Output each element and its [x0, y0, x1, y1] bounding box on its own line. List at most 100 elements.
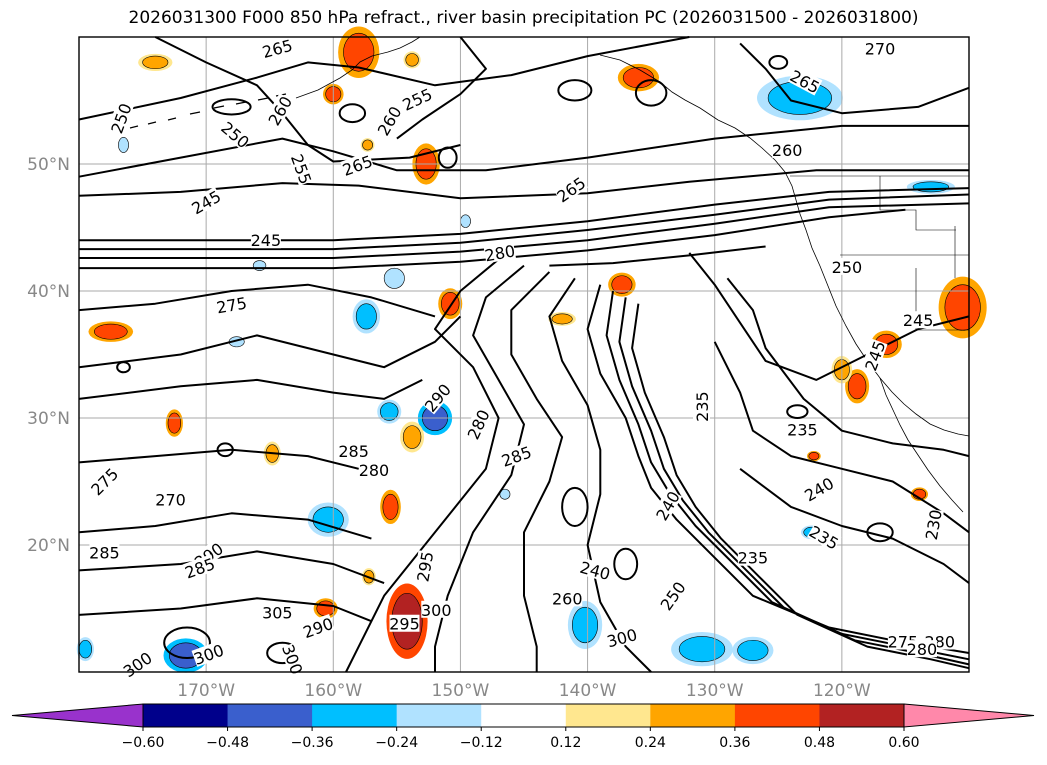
contour-label-32: 285: [89, 544, 120, 563]
colorbar-label-7: 0.36: [719, 735, 750, 751]
contour-label-bg-25: [358, 461, 389, 479]
contour-line-28: [396, 36, 487, 140]
precip-region-9: [944, 284, 981, 331]
precip-region-24: [167, 412, 182, 434]
colorbar-swatch-3: [396, 704, 482, 727]
contour-label-44: 300: [605, 625, 639, 651]
precip-region-6: [622, 67, 654, 89]
contour-line-1: [79, 193, 970, 251]
colorbar-label-3: −0.24: [375, 735, 418, 751]
colorbar-tick-labels: −0.60 −0.48 −0.36 −0.24 −0.12 0.12 0.24 0.36 0.4…: [122, 727, 920, 751]
contour-label-38: 260: [552, 589, 583, 608]
contour-label-bg-34: [182, 554, 217, 581]
precip-region-32: [678, 636, 726, 663]
closed-contour-9: [116, 361, 131, 374]
contour-label-bg-3: [399, 84, 435, 113]
precip-region-18: [93, 323, 128, 340]
contour-label-12: 265: [553, 173, 589, 206]
contour-label-bg-14: [483, 241, 517, 264]
contour-label-bg-8: [340, 151, 375, 178]
contour-label-bg-41: [421, 600, 452, 618]
contour-label-bg-29: [652, 488, 683, 523]
colorbar-label-5: 0.12: [550, 735, 581, 751]
contour-label-bg-27: [155, 490, 186, 508]
precip-region-27: [316, 600, 335, 617]
precip-region-40: [460, 214, 471, 228]
precip-region-23: [312, 506, 344, 533]
colorbar-swatch-4: [481, 704, 567, 727]
precip-region-20: [380, 402, 399, 421]
precip-region-30: [78, 639, 93, 659]
contour-label-50: 280: [907, 640, 938, 659]
contour-label-23: 285: [338, 442, 369, 461]
colorbar-label-1: −0.48: [206, 735, 249, 751]
contour-label-bg-47: [279, 642, 307, 677]
colorbar-label-8: 0.48: [804, 735, 835, 751]
refractivity-contours: [78, 36, 970, 673]
contour-line-13: [586, 284, 970, 654]
lon-label-5: 120°W: [813, 681, 871, 701]
contour-label-15: 250: [832, 258, 863, 277]
contour-label-40: 305: [262, 603, 293, 622]
contour-label-26: 275: [87, 464, 122, 499]
longitude-labels: 170°W 160°W 150°W 140°W 130°W 120°W: [177, 681, 871, 701]
contour-label-36: 235: [738, 549, 769, 568]
lon-label-2: 150°W: [432, 681, 490, 701]
contour-label-bg-1: [865, 39, 895, 57]
precip-region-34: [611, 275, 633, 294]
contour-line-18: [78, 378, 423, 400]
closed-contour-8: [338, 103, 367, 124]
precip-region-31: [572, 606, 599, 644]
lon-label-0: 170°W: [177, 681, 235, 701]
contour-line-3: [79, 208, 906, 270]
contour-label-bg-40: [262, 603, 293, 621]
contour-line-9: [345, 258, 500, 673]
contour-label-7: 250: [217, 118, 253, 152]
contour-label-bg-38: [552, 589, 583, 607]
contour-label-bg-32: [89, 543, 120, 561]
contour-label-bg-22: [787, 420, 818, 438]
contour-label-30: 230: [922, 508, 946, 541]
contour-line-15: [618, 297, 970, 666]
precip-region-36: [808, 451, 820, 461]
state-borders: [790, 175, 969, 331]
precip-region-17: [551, 313, 573, 325]
contour-label-bg-43: [300, 613, 335, 641]
contour-label-bg-0: [260, 35, 294, 61]
precip-region-14: [355, 303, 377, 330]
contour-label-bg-13: [250, 231, 281, 249]
closed-contour-2: [613, 547, 639, 581]
colorbar-swatch-0: [143, 704, 229, 727]
contour-line-6: [78, 36, 690, 121]
contour-line-19: [78, 448, 359, 470]
contour-line-7: [154, 36, 461, 163]
chart-title: 2026031300 F000 850 hPa refract., river …: [128, 8, 919, 28]
contour-label-bg-18: [861, 338, 888, 373]
contour-label-bg-35: [413, 550, 436, 583]
contour-line-23: [688, 252, 970, 381]
contour-label-22: 235: [787, 420, 818, 439]
contour-line-21: [78, 550, 385, 585]
precip-region-12: [383, 267, 405, 289]
contour-label-bg-10: [772, 141, 803, 159]
precip-region-21: [402, 425, 422, 449]
contour-label-bg-42: [389, 614, 420, 632]
closed-contour-4: [634, 79, 668, 107]
precip-region-0: [142, 55, 169, 70]
contour-label-bg-31: [807, 522, 842, 552]
closed-contour-13: [768, 55, 789, 70]
contour-label-bg-2: [787, 66, 823, 96]
colorbar: [11, 703, 1035, 728]
contour-label-bg-21: [693, 391, 710, 422]
contour-label-bg-16: [215, 293, 248, 316]
contour-label-bg-28: [801, 473, 836, 504]
lat-label-2: 30°N: [27, 409, 70, 429]
colorbar-swatch-6: [650, 704, 736, 727]
colorbar-label-4: −0.12: [460, 735, 503, 751]
contour-line-5: [78, 124, 969, 178]
contour-label-28: 240: [801, 474, 837, 506]
coastline: [129, 36, 970, 513]
precip-region-22: [382, 493, 399, 520]
contour-label-24: 285: [499, 442, 534, 470]
